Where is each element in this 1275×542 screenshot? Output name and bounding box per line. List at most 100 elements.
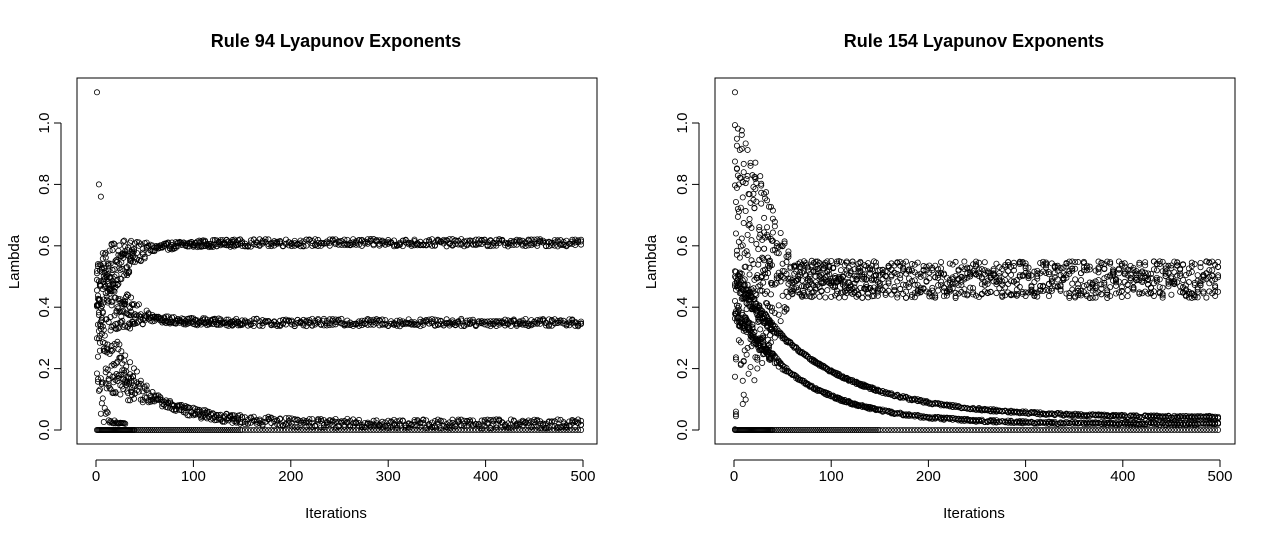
point-zero-line	[847, 426, 854, 433]
point-decay-2	[882, 407, 889, 414]
point-decay-2	[955, 416, 962, 423]
point-lower-branch	[265, 413, 272, 420]
point-zero-line	[211, 426, 218, 433]
point-decay-2	[975, 418, 982, 425]
point-zero-line	[244, 426, 251, 433]
point-decay-2	[1174, 421, 1181, 428]
point-zero-line	[519, 426, 526, 433]
point-lower-branch	[288, 423, 295, 430]
point-main-band	[797, 290, 804, 297]
point-lower-branch	[95, 387, 102, 394]
point-zero-line	[929, 426, 936, 433]
point-zero-line	[137, 426, 144, 433]
point-lower-branch	[137, 380, 144, 387]
point-middle-branch	[420, 318, 427, 325]
point-lower-branch	[119, 383, 126, 390]
point-zero-line	[411, 426, 418, 433]
point-main-band	[935, 266, 942, 273]
point-main-band	[1104, 289, 1111, 296]
point-main-band	[938, 265, 945, 272]
y-tick-label: 0.2	[674, 358, 691, 379]
point-main-band	[1215, 258, 1222, 265]
point-main-band	[847, 289, 854, 296]
point-decay-1	[1002, 407, 1009, 414]
point-main-band	[1005, 268, 1012, 275]
point-upper-branch	[510, 241, 517, 248]
point-lower-branch	[100, 419, 107, 426]
point-lower-branch	[98, 400, 105, 407]
point-main-band	[742, 208, 749, 215]
point-lower-branch	[385, 417, 392, 424]
point-lower-branch	[130, 365, 137, 372]
point-lower-branch	[540, 420, 547, 427]
point-zero-line	[370, 426, 377, 433]
point-main-band	[1075, 292, 1082, 299]
point-upper-branch	[126, 262, 133, 269]
point-upper-branch	[306, 236, 313, 243]
point-main-band	[757, 173, 764, 180]
point-main-band	[1142, 262, 1149, 269]
point-zero-line	[198, 426, 205, 433]
point-zero-line	[914, 426, 921, 433]
point-main-band	[1095, 264, 1102, 271]
point-zero-line	[312, 426, 319, 433]
point-zero-line	[291, 426, 298, 433]
point-lower-branch	[271, 423, 278, 430]
point-main-band	[1215, 272, 1222, 279]
point-zero-line	[133, 426, 140, 433]
point-upper-branch	[107, 260, 114, 267]
point-zero-line	[894, 426, 901, 433]
point-zero-line	[265, 426, 272, 433]
point-main-band	[1174, 259, 1181, 266]
point-decay-1	[943, 401, 950, 408]
point-upper-branch	[300, 242, 307, 249]
point-lower-branch	[130, 373, 137, 380]
point-main-band	[1127, 271, 1134, 278]
point-lower-branch	[259, 419, 266, 426]
point-lower-branch	[109, 347, 116, 354]
point-main-band	[731, 158, 738, 165]
point-main-band	[1101, 266, 1108, 273]
point-main-band	[742, 140, 749, 147]
point-decay-2	[1197, 420, 1204, 427]
point-main-band	[1107, 293, 1114, 300]
point-zero-line	[487, 426, 494, 433]
point-main-band	[1092, 278, 1099, 285]
point-main-band	[733, 142, 740, 149]
point-zero-line	[235, 426, 242, 433]
point-main-band	[990, 270, 997, 277]
point-upper-branch	[542, 242, 549, 249]
point-upper-branch	[338, 241, 345, 248]
point-lower-branch	[519, 419, 526, 426]
point-main-band	[1110, 268, 1117, 275]
point-zero-line	[1174, 426, 1181, 433]
point-main-band	[900, 264, 907, 271]
point-main-band	[1075, 281, 1082, 288]
point-main-band	[732, 354, 739, 361]
point-zero-line	[297, 426, 304, 433]
point-upper-branch	[202, 237, 209, 244]
point-main-band	[938, 259, 945, 266]
point-main-band	[993, 260, 1000, 267]
point-main-band	[754, 365, 761, 372]
point-decay-1	[911, 396, 918, 403]
point-middle-branch	[484, 322, 491, 329]
point-decay-1	[1072, 412, 1079, 419]
point-main-band	[1130, 267, 1137, 274]
point-main-band	[1200, 288, 1207, 295]
point-zero-line	[285, 426, 292, 433]
point-zero-line	[221, 426, 228, 433]
point-main-band	[1197, 282, 1204, 289]
point-decay-2	[1072, 419, 1079, 426]
point-main-band	[1165, 283, 1172, 290]
point-middle-branch	[440, 320, 447, 327]
point-main-band	[806, 286, 813, 293]
point-main-band	[917, 284, 924, 291]
point-main-band	[1171, 269, 1178, 276]
point-zero-line	[775, 426, 782, 433]
point-main-band	[808, 294, 815, 301]
point-main-band	[849, 258, 856, 265]
point-upper-branch	[510, 238, 517, 245]
point-main-band	[955, 282, 962, 289]
point-middle-branch	[277, 321, 284, 328]
